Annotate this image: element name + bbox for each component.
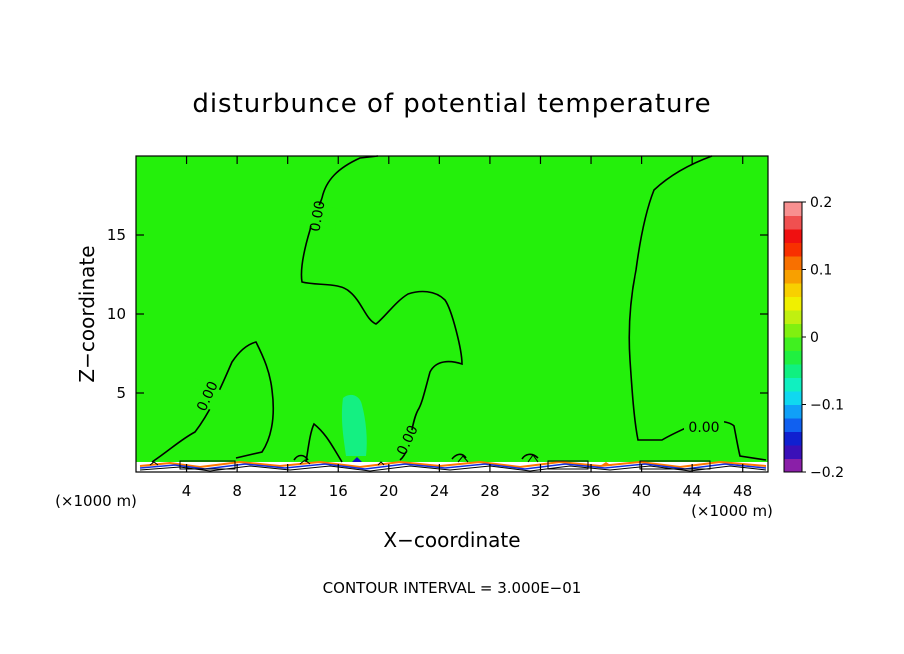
colorbar-swatch <box>784 242 802 257</box>
colorbar-swatch <box>784 418 802 432</box>
x-tick-label: 48 <box>733 482 752 500</box>
colorbar-swatch <box>784 458 802 473</box>
x-tick-label: 36 <box>581 482 600 500</box>
surface-noise-band <box>136 454 768 472</box>
x-tick-label: 20 <box>379 482 398 500</box>
colorbar-swatch <box>784 215 802 230</box>
colorbar-swatch <box>784 350 802 365</box>
y-tick-label: 10 <box>107 305 126 323</box>
colorbar-tick-label: −0.2 <box>810 465 844 481</box>
contour-interval-note: CONTOUR INTERVAL = 3.000E−01 <box>323 579 582 597</box>
x-tick-label: 8 <box>232 482 242 500</box>
x-tick-label: 32 <box>531 482 550 500</box>
negative-region <box>341 394 367 456</box>
colorbar-tick-label: −0.1 <box>810 398 844 414</box>
colorbar: 0.2 0.1 0 −0.1 −0.2 <box>783 195 844 481</box>
colorbar-swatch <box>784 364 802 378</box>
y-tick-label: 5 <box>116 384 126 402</box>
x-tick-label: 24 <box>430 482 449 500</box>
colorbar-swatch <box>784 229 802 243</box>
x-axis-label: X−coordinate <box>383 528 520 552</box>
colorbar-swatch <box>784 256 802 270</box>
x-tick-label: 28 <box>480 482 499 500</box>
colorbar-tick-label: 0.2 <box>810 195 832 211</box>
colorbar-swatch <box>784 337 802 351</box>
colorbar-swatch <box>784 269 802 284</box>
x-tick-label: 4 <box>182 482 192 500</box>
x-tick-label: 16 <box>329 482 348 500</box>
colorbar-swatch <box>784 431 802 446</box>
colorbar-swatch <box>784 377 802 392</box>
colorbar-swatch <box>784 445 802 459</box>
x-unit-left: (×1000 m) <box>55 492 137 510</box>
contour-label: 0.00 <box>688 420 719 436</box>
plot-area: 0.00 0.00 0.00 0.00 4 8 12 16 20 24 28 32 36 40 44… <box>107 155 769 500</box>
contour-label: 0.00 <box>307 199 328 232</box>
colorbar-swatch <box>784 310 802 324</box>
y-axis-label: Z−coordinate <box>75 245 99 382</box>
x-tick-label: 40 <box>632 482 651 500</box>
x-tick-label: 12 <box>278 482 297 500</box>
zero-contours <box>151 155 767 463</box>
colorbar-tick-label: 0.1 <box>810 263 832 279</box>
chart-title: disturbunce of potential temperature <box>192 89 711 119</box>
x-tick-label: 44 <box>683 482 702 500</box>
contour-label-group: 0.00 0.00 0.00 0.00 <box>186 199 724 459</box>
colorbar-swatch <box>784 323 802 338</box>
colorbar-swatch <box>784 391 802 405</box>
colorbar-swatch <box>784 296 802 311</box>
colorbar-swatch <box>784 404 802 419</box>
colorbar-tick-label: 0 <box>810 330 819 346</box>
y-tick-label: 15 <box>107 226 126 244</box>
x-unit-right: (×1000 m) <box>691 502 773 520</box>
colorbar-swatch <box>784 283 802 297</box>
colorbar-swatch <box>784 202 802 216</box>
